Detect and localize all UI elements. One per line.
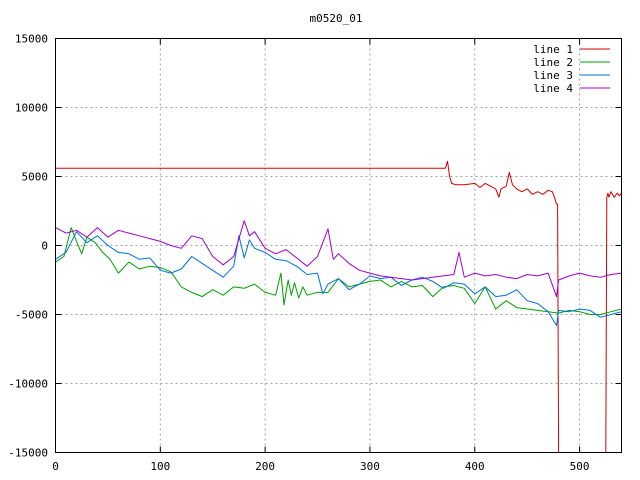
- legend-label-1: line 1: [533, 43, 573, 56]
- legend-label-2: line 2: [533, 56, 573, 69]
- series-line-1: [55, 160, 622, 453]
- chart-title: m0520_01: [310, 12, 363, 25]
- x-tick-label: 200: [255, 460, 275, 473]
- y-tick-label: 0: [41, 240, 48, 253]
- series-line-2: [55, 227, 622, 315]
- series-line-3: [55, 231, 622, 326]
- x-tick-label: 0: [52, 460, 59, 473]
- x-tick-label: 300: [360, 460, 380, 473]
- y-tick-label: -15000: [8, 447, 48, 460]
- series-lines: [55, 160, 622, 453]
- legend-label-4: line 4: [533, 82, 573, 95]
- y-tick-label: 15000: [15, 33, 48, 46]
- y-tick-label: -10000: [8, 378, 48, 391]
- x-tick-label: 500: [570, 460, 590, 473]
- legend-label-3: line 3: [533, 69, 573, 82]
- x-tick-label: 100: [150, 460, 170, 473]
- y-tick-label: -5000: [15, 309, 48, 322]
- y-tick-label: 5000: [22, 171, 49, 184]
- axis-ticks: 0 100 200 300 400 500 15000 10000 5000 0 -5000 -100…: [8, 33, 622, 473]
- series-line-4: [55, 220, 622, 298]
- grid: [55, 38, 622, 453]
- x-tick-label: 400: [465, 460, 485, 473]
- y-tick-label: 10000: [15, 102, 48, 115]
